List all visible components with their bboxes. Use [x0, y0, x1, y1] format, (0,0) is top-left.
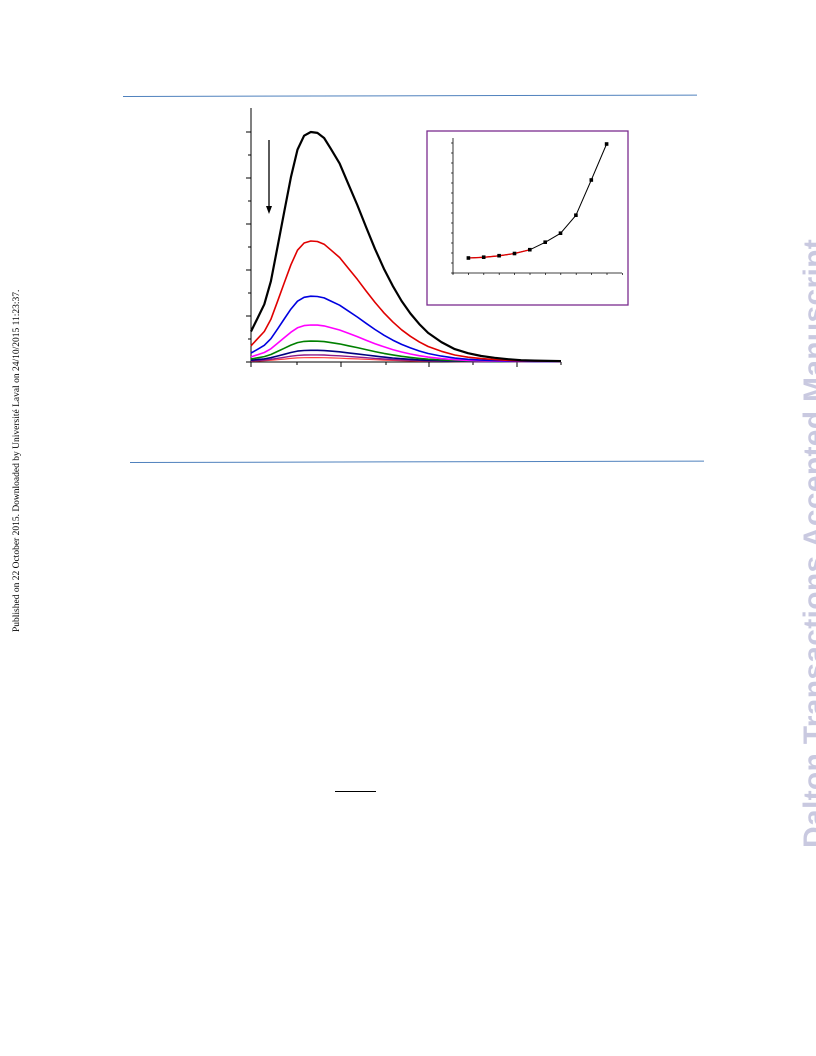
- spectrum-curve: [250, 324, 562, 363]
- inset-point: [543, 240, 547, 244]
- spectrum-curve: [250, 240, 562, 363]
- spectrum-curve: [250, 295, 562, 363]
- inset-point: [528, 247, 532, 252]
- inset-point: [512, 251, 517, 256]
- inset-point: [466, 256, 471, 260]
- main-y-ticks: [246, 131, 251, 363]
- inset-point: [604, 142, 609, 146]
- inset-point: [497, 253, 501, 258]
- inset-point: [589, 178, 594, 182]
- inset-point: [574, 213, 578, 217]
- main-curves: [250, 130, 562, 363]
- decrease-arrow-head: [266, 206, 272, 214]
- main-plot: [246, 108, 562, 367]
- inset-point: [558, 231, 563, 235]
- spectrum-curve: [250, 130, 562, 363]
- footnote-rule: [335, 791, 376, 792]
- inset-plot: [426, 130, 629, 306]
- inset-point: [481, 255, 486, 259]
- inset-y-ticks: [451, 142, 453, 274]
- inset-series: [466, 142, 609, 260]
- inset-frame: [426, 130, 629, 306]
- main-x-ticks: [250, 362, 562, 367]
- inset-x-ticks: [452, 273, 623, 275]
